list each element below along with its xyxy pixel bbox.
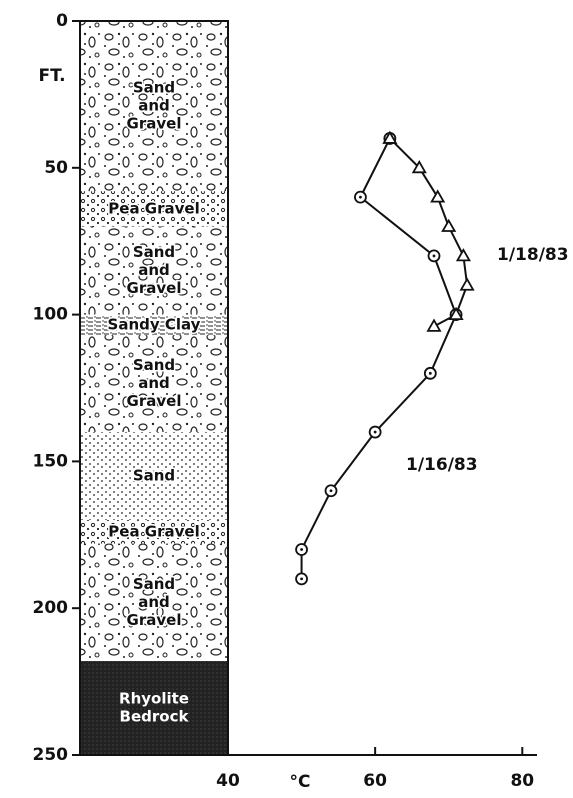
x-tick-label: 60 [363,771,387,791]
data-point [443,221,455,232]
layer-label: Sand [133,467,175,485]
data-point-center [374,431,377,434]
y-axis-label: FT. [38,66,65,86]
layer-label: Gravel [127,279,182,297]
data-point [432,191,444,202]
series-line [302,138,457,578]
layer-label: and [138,374,170,392]
y-tick-label: 0 [56,11,68,31]
data-point-center [300,577,303,580]
series-line [390,138,467,326]
layer-label: Gravel [127,115,182,133]
x-tick-label: 80 [510,771,534,791]
layer-label: Sand [133,575,175,593]
series-label: 1/16/83 [406,455,478,475]
data-point [461,279,473,290]
y-tick-label: 150 [33,451,69,471]
data-point-center [300,548,303,551]
x-tick-label: 40 [216,771,240,791]
page: FT. °C SandandGravelPea GravelSandandGra… [0,0,573,798]
layer-label: Gravel [127,611,182,629]
layer-label: Sand [133,79,175,97]
data-point-center [433,254,436,257]
layer-label: Bedrock [120,708,190,726]
layer-label: and [138,593,170,611]
data-point [428,320,440,331]
layer-label: Sand [133,356,175,374]
layer-label: Rhyolite [119,690,189,708]
data-point-center [429,372,432,375]
layer-label: Sandy Clay [108,315,201,333]
layer-label: and [138,261,170,279]
layer-label: Pea Gravel [108,522,199,540]
data-point [457,250,469,261]
data-point-center [359,196,362,199]
data-point-center [330,489,333,492]
layer-label: Sand [133,243,175,261]
x-axis-label: °C [290,772,311,792]
y-tick-label: 50 [44,158,68,178]
chart: FT. °C SandandGravelPea GravelSandandGra… [0,0,573,798]
y-tick-label: 200 [33,598,69,618]
layer-label: and [138,97,170,115]
layer-label: Gravel [127,392,182,410]
layer-label: Pea Gravel [108,199,199,217]
y-tick-label: 100 [33,305,69,325]
y-tick-label: 250 [33,745,69,765]
series-label: 1/18/83 [497,245,569,265]
